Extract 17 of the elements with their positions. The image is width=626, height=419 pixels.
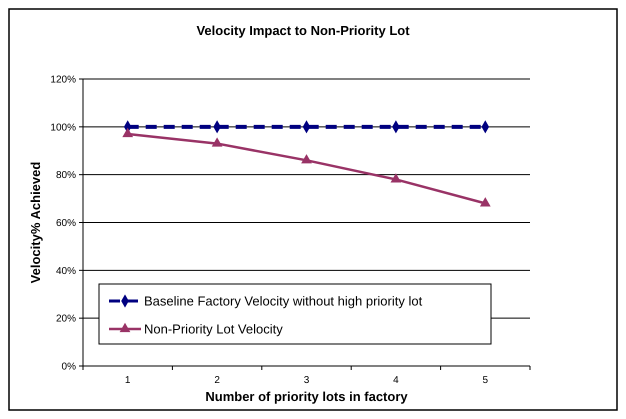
y-tick-label: 20% (56, 314, 76, 325)
x-tick-label: 5 (482, 375, 489, 386)
y-tick-label: 100% (50, 122, 76, 134)
y-tick-label: 60% (56, 218, 76, 229)
y-tick-label: 120% (50, 74, 76, 86)
x-tick-label: 4 (393, 375, 400, 386)
y-axis-title: Velocity% Achieved (28, 162, 43, 284)
x-axis-title: Number of priority lots in factory (205, 389, 408, 404)
y-tick-label: 40% (56, 266, 76, 277)
x-tick-label: 3 (304, 375, 310, 386)
chart-title: Velocity Impact to Non-Priority Lot (196, 23, 410, 38)
x-tick-label: 2 (214, 375, 220, 386)
y-tick-label: 0% (62, 362, 76, 372)
legend-label: Non-Priority Lot Velocity (144, 322, 284, 337)
y-tick-label: 80% (56, 170, 76, 182)
legend-label: Baseline Factory Velocity without high priority lot (144, 294, 423, 309)
x-tick-label: 1 (124, 375, 131, 386)
